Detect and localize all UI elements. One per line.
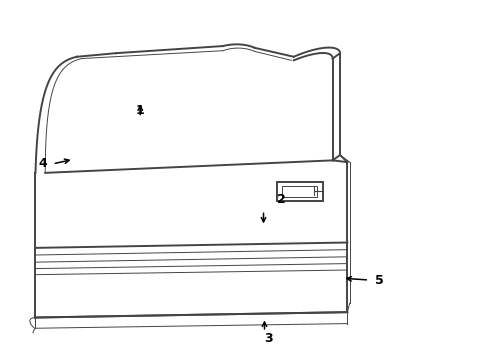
Bar <box>277 182 323 202</box>
Text: 5: 5 <box>375 274 383 287</box>
Text: 1: 1 <box>136 104 145 117</box>
Text: 3: 3 <box>264 333 273 346</box>
Text: 2: 2 <box>277 193 286 206</box>
Text: 4: 4 <box>38 157 47 170</box>
Bar <box>282 186 317 197</box>
